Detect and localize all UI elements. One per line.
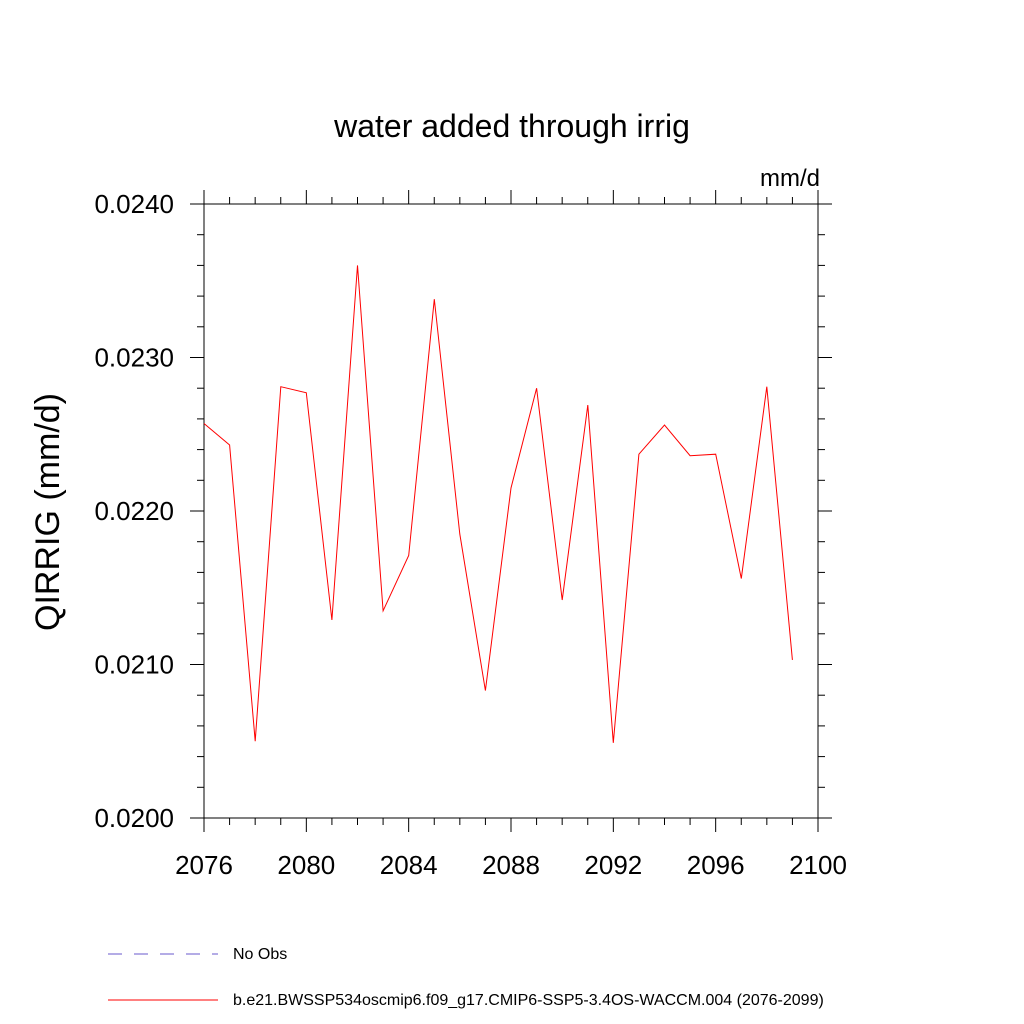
x-tick-label: 2096 [687,850,745,880]
y-tick-label: 0.0200 [94,803,174,833]
axis-ticks [190,190,832,832]
y-tick-label: 0.0210 [94,650,174,680]
x-tick-label: 2076 [175,850,233,880]
units-label: mm/d [760,165,820,192]
plot-frame [203,203,819,819]
chart-title: water added through irrig [333,108,690,144]
y-tick-label: 0.0230 [94,343,174,373]
axis-tick-labels: 2076 2080 2084 2088 2092 2096 2100 0.0200 0.0210… [94,189,846,880]
x-tick-label: 2092 [584,850,642,880]
legend-label-no-obs: No Obs [233,946,287,963]
series-layer [203,265,793,743]
x-tick-label: 2084 [380,850,438,880]
x-tick-label: 2080 [277,850,335,880]
y-axis-label: QIRRIG (mm/d) [29,393,67,631]
x-tick-label: 2088 [482,850,540,880]
legend: No Obs b.e21.BWSSP534oscmip6.f09_g17.CMI… [108,946,824,1009]
y-tick-label: 0.0240 [94,189,174,219]
y-tick-label: 0.0220 [94,496,174,526]
legend-label-series: b.e21.BWSSP534oscmip6.f09_g17.CMIP6-SSP5… [233,992,824,1009]
series-line [203,265,793,743]
x-tick-label: 2100 [789,850,847,880]
